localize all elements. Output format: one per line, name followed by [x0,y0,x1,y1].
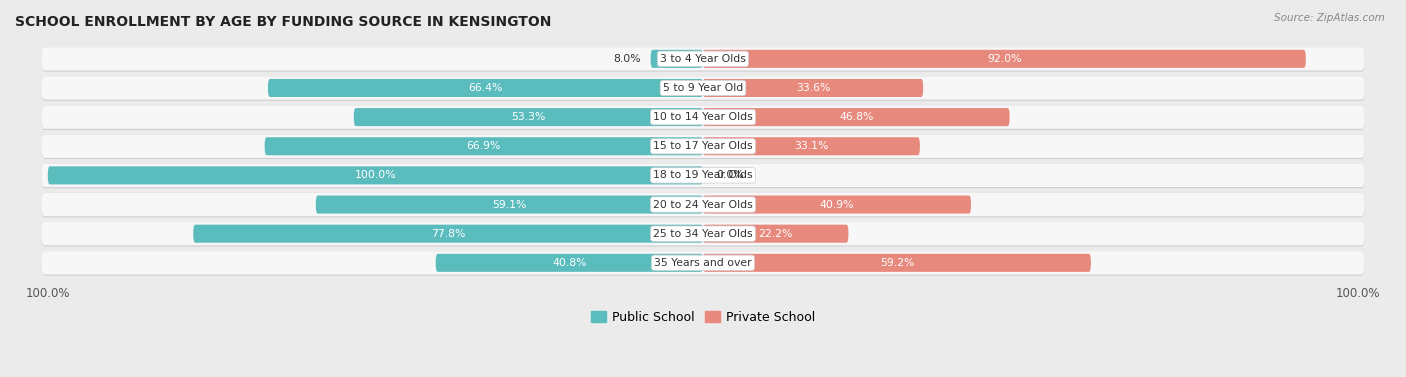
Text: 25 to 34 Year Olds: 25 to 34 Year Olds [654,229,752,239]
FancyBboxPatch shape [41,106,1365,129]
FancyBboxPatch shape [41,251,1365,276]
FancyBboxPatch shape [703,225,848,243]
Text: 40.9%: 40.9% [820,199,855,210]
Text: 35 Years and over: 35 Years and over [654,258,752,268]
Text: 33.1%: 33.1% [794,141,828,151]
Text: 33.6%: 33.6% [796,83,831,93]
FancyBboxPatch shape [703,137,920,155]
Text: 77.8%: 77.8% [430,229,465,239]
Text: 8.0%: 8.0% [613,54,641,64]
Text: 40.8%: 40.8% [553,258,586,268]
FancyBboxPatch shape [41,47,1365,72]
FancyBboxPatch shape [41,106,1365,130]
FancyBboxPatch shape [41,251,1365,274]
FancyBboxPatch shape [41,135,1365,158]
Text: 53.3%: 53.3% [512,112,546,122]
Text: 59.1%: 59.1% [492,199,527,210]
FancyBboxPatch shape [651,50,703,68]
FancyBboxPatch shape [264,137,703,155]
Text: 15 to 17 Year Olds: 15 to 17 Year Olds [654,141,752,151]
FancyBboxPatch shape [703,108,1010,126]
FancyBboxPatch shape [703,196,972,214]
FancyBboxPatch shape [703,50,1306,68]
Text: 66.4%: 66.4% [468,83,503,93]
FancyBboxPatch shape [703,254,1091,272]
FancyBboxPatch shape [41,164,1365,187]
FancyBboxPatch shape [41,76,1365,101]
FancyBboxPatch shape [41,222,1365,245]
Legend: Public School, Private School: Public School, Private School [586,306,820,329]
FancyBboxPatch shape [193,225,703,243]
Text: 10 to 14 Year Olds: 10 to 14 Year Olds [654,112,752,122]
FancyBboxPatch shape [269,79,703,97]
Text: 20 to 24 Year Olds: 20 to 24 Year Olds [654,199,752,210]
Text: 22.2%: 22.2% [759,229,793,239]
Text: 18 to 19 Year Olds: 18 to 19 Year Olds [654,170,752,181]
FancyBboxPatch shape [48,166,703,184]
Text: 0.0%: 0.0% [716,170,744,181]
FancyBboxPatch shape [316,196,703,214]
Text: Source: ZipAtlas.com: Source: ZipAtlas.com [1274,13,1385,23]
Text: 100.0%: 100.0% [354,170,396,181]
FancyBboxPatch shape [41,135,1365,159]
FancyBboxPatch shape [41,193,1365,218]
FancyBboxPatch shape [41,76,1365,100]
Text: 92.0%: 92.0% [987,54,1022,64]
Text: 66.9%: 66.9% [467,141,501,151]
FancyBboxPatch shape [41,164,1365,188]
FancyBboxPatch shape [354,108,703,126]
Text: 59.2%: 59.2% [880,258,914,268]
Text: 3 to 4 Year Olds: 3 to 4 Year Olds [659,54,747,64]
FancyBboxPatch shape [436,254,703,272]
FancyBboxPatch shape [41,193,1365,216]
FancyBboxPatch shape [41,222,1365,247]
FancyBboxPatch shape [703,79,924,97]
FancyBboxPatch shape [41,47,1365,70]
Text: 46.8%: 46.8% [839,112,873,122]
Text: SCHOOL ENROLLMENT BY AGE BY FUNDING SOURCE IN KENSINGTON: SCHOOL ENROLLMENT BY AGE BY FUNDING SOUR… [15,15,551,29]
Text: 5 to 9 Year Old: 5 to 9 Year Old [662,83,744,93]
